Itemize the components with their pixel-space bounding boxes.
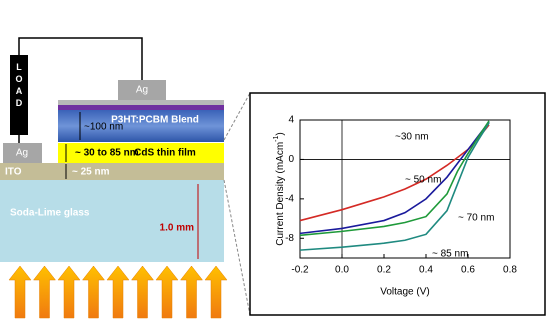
- curve: [299, 120, 490, 237]
- chart-frame: [249, 92, 546, 316]
- y-label: ): [275, 132, 286, 135]
- y-tick-label: -4: [285, 193, 294, 204]
- ag-top: [118, 80, 166, 100]
- x-tick-label: 0.2: [377, 265, 391, 276]
- y-label-sup: -1: [273, 136, 280, 142]
- y-axis-label: Current Density (mAcm-1): [273, 132, 286, 245]
- light-arrow: [155, 265, 179, 319]
- light-arrow: [204, 265, 228, 319]
- series-label: ~ 85 nm: [432, 249, 468, 260]
- blend-layer: [58, 110, 224, 142]
- x-tick-label: 0.6: [461, 265, 475, 276]
- ito-label: ITO: [5, 167, 22, 178]
- ag-top-label: Ag: [136, 85, 148, 96]
- y-tick-label: 0: [288, 154, 294, 165]
- blend-thickness: ~100 nm: [84, 122, 123, 133]
- glass-label: Soda-Lime glass: [10, 208, 90, 219]
- curve: [299, 121, 490, 235]
- ag-left-label: Ag: [16, 148, 28, 159]
- zoom-line: [223, 92, 251, 141]
- series-label: ~30 nm: [395, 132, 429, 143]
- blend-label: P3HT:PCBM Blend: [111, 115, 199, 126]
- light-arrows: [8, 265, 228, 319]
- light-arrow: [81, 265, 106, 319]
- cds-label: CdS thin film: [134, 148, 196, 159]
- y-tick-label: -8: [285, 233, 294, 244]
- x-tick-label: -0.2: [291, 265, 309, 276]
- curve: [299, 122, 490, 251]
- x-tick-label: 0.0: [335, 265, 349, 276]
- light-arrow: [179, 265, 204, 319]
- layer: [58, 100, 224, 105]
- zoom-line: [223, 179, 251, 316]
- x-tick-label: 0.4: [419, 265, 433, 276]
- plot-area: [299, 119, 511, 259]
- layer: [58, 105, 224, 110]
- cds-layer: [58, 143, 224, 163]
- light-arrow: [32, 265, 57, 319]
- x-axis-label: Voltage (V): [380, 287, 429, 298]
- load-label: LOAD: [14, 62, 24, 110]
- light-arrow: [57, 265, 81, 319]
- light-arrow: [8, 265, 32, 319]
- glass-layer: [0, 180, 224, 262]
- ito-thickness: ~ 25 nm: [72, 167, 110, 178]
- load: [10, 55, 28, 135]
- ito-layer: [0, 163, 224, 180]
- series-label: ~ 50 nm: [405, 175, 441, 186]
- series-label: ~ 70 nm: [458, 213, 494, 224]
- y-tick-label: 4: [288, 115, 294, 126]
- wire: [18, 37, 143, 80]
- ag-left: [3, 143, 42, 163]
- cds-thickness: ~ 30 to 85 nm: [75, 148, 139, 159]
- y-label: Current Density (mAcm: [275, 142, 286, 246]
- glass-thickness: 1.0 mm: [160, 223, 195, 234]
- x-tick-label: 0.8: [503, 265, 517, 276]
- light-arrow: [130, 265, 155, 319]
- light-arrow: [106, 265, 130, 319]
